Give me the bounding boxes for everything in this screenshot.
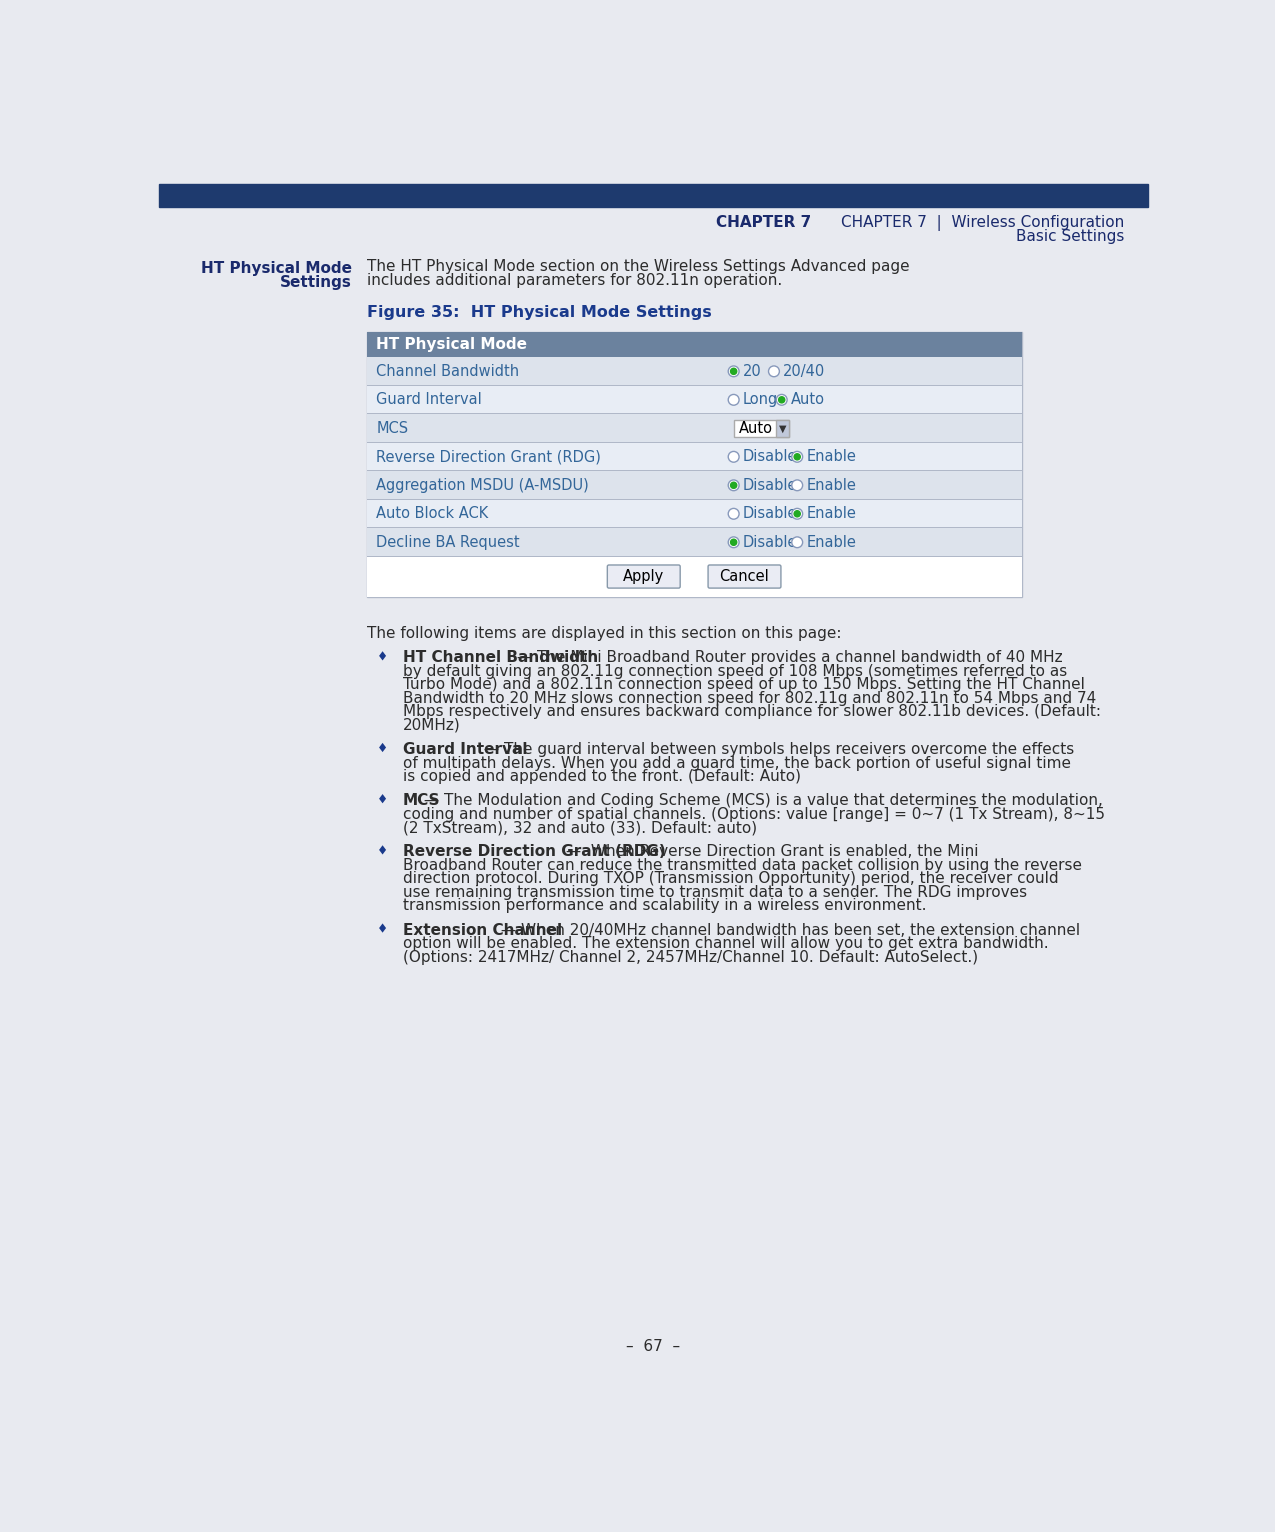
Bar xyxy=(775,420,789,437)
Circle shape xyxy=(792,452,803,463)
Text: MCS: MCS xyxy=(403,794,440,809)
Text: Figure 35:  HT Physical Mode Settings: Figure 35: HT Physical Mode Settings xyxy=(367,305,711,320)
Circle shape xyxy=(731,483,737,489)
Text: Cancel: Cancel xyxy=(719,568,769,584)
Text: — The guard interval between symbols helps receivers overcome the effects: — The guard interval between symbols hel… xyxy=(479,741,1075,757)
Bar xyxy=(367,529,1023,556)
Text: Reverse Direction Grant (RDG): Reverse Direction Grant (RDG) xyxy=(376,449,602,464)
Text: –  67  –: – 67 – xyxy=(626,1339,680,1354)
Text: Broadband Router can reduce the transmitted data packet collision by using the r: Broadband Router can reduce the transmit… xyxy=(403,858,1081,873)
Bar xyxy=(367,332,1023,357)
Text: Decline BA Request: Decline BA Request xyxy=(376,535,520,550)
Bar xyxy=(159,184,1148,207)
Circle shape xyxy=(792,536,803,547)
Text: — When 20/40MHz channel bandwidth has been set, the extension channel: — When 20/40MHz channel bandwidth has be… xyxy=(496,922,1080,938)
Text: Auto Block ACK: Auto Block ACK xyxy=(376,506,488,521)
Text: MCS: MCS xyxy=(376,421,408,435)
Text: includes additional parameters for 802.11n operation.: includes additional parameters for 802.1… xyxy=(367,273,783,288)
Text: Basic Settings: Basic Settings xyxy=(1016,228,1125,244)
Text: Disable: Disable xyxy=(743,535,797,550)
Text: The HT Physical Mode section on the Wireless Settings Advanced page: The HT Physical Mode section on the Wire… xyxy=(367,259,909,274)
Text: Enable: Enable xyxy=(807,478,857,493)
Bar xyxy=(367,386,1023,414)
Polygon shape xyxy=(379,651,386,660)
Text: Extension Channel: Extension Channel xyxy=(403,922,562,938)
Polygon shape xyxy=(379,743,386,752)
Text: Guard Interval: Guard Interval xyxy=(403,741,528,757)
FancyBboxPatch shape xyxy=(708,565,780,588)
Circle shape xyxy=(728,480,740,490)
Text: Mbps respectively and ensures backward compliance for slower 802.11b devices. (D: Mbps respectively and ensures backward c… xyxy=(403,705,1100,720)
Text: 20: 20 xyxy=(743,363,761,378)
Text: CHAPTER 7  |  Wireless Configuration: CHAPTER 7 | Wireless Configuration xyxy=(842,214,1125,231)
Text: Enable: Enable xyxy=(807,506,857,521)
Text: direction protocol. During TXOP (Transmission Opportunity) period, the receiver : direction protocol. During TXOP (Transmi… xyxy=(403,872,1058,887)
Polygon shape xyxy=(379,794,386,803)
Circle shape xyxy=(779,397,785,403)
Bar xyxy=(367,332,1023,596)
Text: (Options: 2417MHz/ Channel 2, 2457MHz/Channel 10. Default: AutoSelect.): (Options: 2417MHz/ Channel 2, 2457MHz/Ch… xyxy=(403,950,978,965)
Circle shape xyxy=(731,368,737,374)
Text: Auto: Auto xyxy=(790,392,825,408)
Text: Disable: Disable xyxy=(743,506,797,521)
Bar xyxy=(733,420,789,437)
Circle shape xyxy=(776,394,787,406)
Text: Guard Interval: Guard Interval xyxy=(376,392,482,408)
Circle shape xyxy=(792,509,803,519)
Circle shape xyxy=(794,510,801,516)
Text: by default giving an 802.11g connection speed of 108 Mbps (sometimes referred to: by default giving an 802.11g connection … xyxy=(403,663,1067,679)
Text: is copied and appended to the front. (Default: Auto): is copied and appended to the front. (De… xyxy=(403,769,801,784)
Text: Turbo Mode) and a 802.11n connection speed of up to 150 Mbps. Setting the HT Cha: Turbo Mode) and a 802.11n connection spe… xyxy=(403,677,1085,692)
Text: use remaining transmission time to transmit data to a sender. The RDG improves: use remaining transmission time to trans… xyxy=(403,885,1026,899)
Text: coding and number of spatial channels. (Options: value [range] = 0~7 (1 Tx Strea: coding and number of spatial channels. (… xyxy=(403,807,1104,821)
Text: 20/40: 20/40 xyxy=(783,363,825,378)
Bar xyxy=(367,414,1023,443)
Text: Bandwidth to 20 MHz slows connection speed for 802.11g and 802.11n to 54 Mbps an: Bandwidth to 20 MHz slows connection spe… xyxy=(403,691,1096,706)
Text: 20MHz): 20MHz) xyxy=(403,719,460,732)
Circle shape xyxy=(728,536,740,547)
Text: — The Modulation and Coding Scheme (MCS) is a value that determines the modulati: — The Modulation and Coding Scheme (MCS)… xyxy=(419,794,1103,809)
Text: Settings: Settings xyxy=(279,274,352,290)
Text: —  When Reverse Direction Grant is enabled, the Mini: — When Reverse Direction Grant is enable… xyxy=(561,844,979,859)
Text: Apply: Apply xyxy=(623,568,664,584)
Circle shape xyxy=(769,366,779,377)
Text: transmission performance and scalability in a wireless environment.: transmission performance and scalability… xyxy=(403,898,926,913)
Text: Reverse Direction Grant (RDG): Reverse Direction Grant (RDG) xyxy=(403,844,666,859)
Text: Enable: Enable xyxy=(807,535,857,550)
Polygon shape xyxy=(379,846,386,855)
Text: Auto: Auto xyxy=(740,421,773,435)
Polygon shape xyxy=(379,924,386,933)
Text: HT Physical Mode: HT Physical Mode xyxy=(376,337,528,352)
Text: ▼: ▼ xyxy=(779,423,787,434)
Text: CHAPTER 7: CHAPTER 7 xyxy=(715,214,811,230)
Circle shape xyxy=(728,509,740,519)
Text: HT Physical Mode: HT Physical Mode xyxy=(200,260,352,276)
Bar xyxy=(367,470,1023,499)
Text: Channel Bandwidth: Channel Bandwidth xyxy=(376,363,519,378)
Circle shape xyxy=(731,539,737,545)
Circle shape xyxy=(728,366,740,377)
Circle shape xyxy=(728,452,740,463)
FancyBboxPatch shape xyxy=(607,565,680,588)
Bar xyxy=(367,556,1023,596)
Text: Disable: Disable xyxy=(743,478,797,493)
Text: Aggregation MSDU (A-MSDU): Aggregation MSDU (A-MSDU) xyxy=(376,478,589,493)
Text: of multipath delays. When you add a guard time, the back portion of useful signa: of multipath delays. When you add a guar… xyxy=(403,755,1071,771)
Text: — The Mini Broadband Router provides a channel bandwidth of 40 MHz: — The Mini Broadband Router provides a c… xyxy=(513,651,1062,665)
Text: HT Channel Bandwidth: HT Channel Bandwidth xyxy=(403,651,598,665)
Circle shape xyxy=(728,394,740,406)
Bar xyxy=(367,443,1023,470)
Text: option will be enabled. The extension channel will allow you to get extra bandwi: option will be enabled. The extension ch… xyxy=(403,936,1048,951)
Text: The following items are displayed in this section on this page:: The following items are displayed in thi… xyxy=(367,625,842,640)
Text: Long: Long xyxy=(743,392,778,408)
Text: (2 TxStream), 32 and auto (33). Default: auto): (2 TxStream), 32 and auto (33). Default:… xyxy=(403,820,757,835)
Circle shape xyxy=(794,453,801,460)
Circle shape xyxy=(792,480,803,490)
Text: Enable: Enable xyxy=(807,449,857,464)
Text: Disable: Disable xyxy=(743,449,797,464)
Bar xyxy=(367,357,1023,386)
Bar xyxy=(367,499,1023,529)
